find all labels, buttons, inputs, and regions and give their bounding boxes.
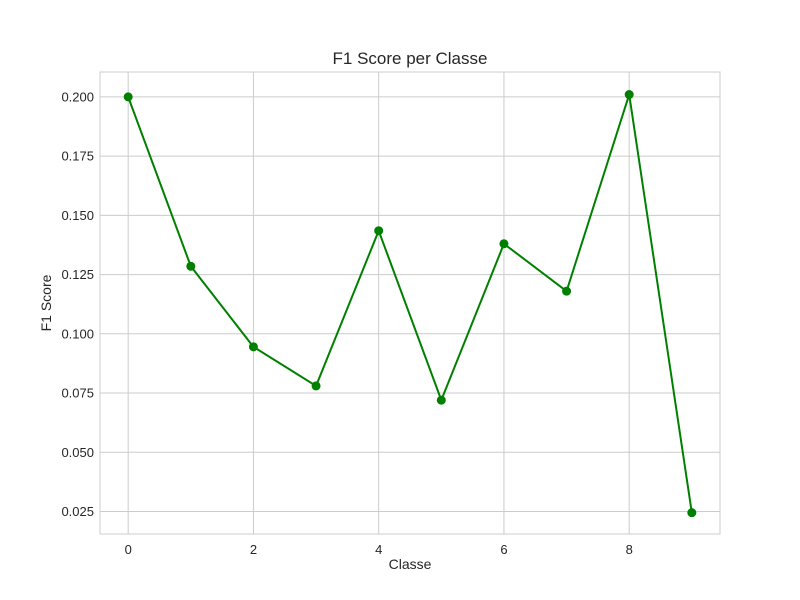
x-tick-label: 0 bbox=[125, 542, 132, 557]
data-point bbox=[248, 342, 258, 352]
x-tick-label: 2 bbox=[250, 542, 257, 557]
data-point bbox=[436, 395, 446, 405]
y-axis-label: F1 Score bbox=[38, 274, 54, 331]
data-point bbox=[123, 92, 133, 102]
x-tick-label: 8 bbox=[626, 542, 633, 557]
x-tick-label: 6 bbox=[500, 542, 507, 557]
data-point bbox=[499, 239, 509, 249]
y-tick-label: 0.125 bbox=[61, 267, 94, 282]
data-point bbox=[562, 286, 572, 296]
series-layer bbox=[123, 90, 697, 518]
chart-title: F1 Score per Classe bbox=[333, 49, 488, 68]
y-tick-label: 0.175 bbox=[61, 149, 94, 164]
x-axis-label: Classe bbox=[389, 556, 432, 572]
data-point bbox=[374, 226, 384, 236]
y-tick-label: 0.100 bbox=[61, 326, 94, 341]
x-tick-label: 4 bbox=[375, 542, 382, 557]
y-tick-label: 0.075 bbox=[61, 386, 94, 401]
data-point bbox=[186, 261, 196, 271]
y-tick-label: 0.150 bbox=[61, 208, 94, 223]
y-tick-label: 0.050 bbox=[61, 445, 94, 460]
series-line bbox=[127, 93, 693, 513]
data-point bbox=[311, 381, 321, 391]
plot-frame bbox=[99, 71, 721, 535]
data-point bbox=[624, 90, 634, 100]
tick-label-layer: 0 2 4 6 8 0.025 0.050 0.075 0.100 0.125 0.150 0.175… bbox=[61, 89, 632, 557]
y-tick-label: 0.200 bbox=[61, 89, 94, 104]
data-point bbox=[687, 508, 697, 518]
grid-layer bbox=[100, 72, 720, 534]
y-tick-label: 0.025 bbox=[61, 504, 94, 519]
